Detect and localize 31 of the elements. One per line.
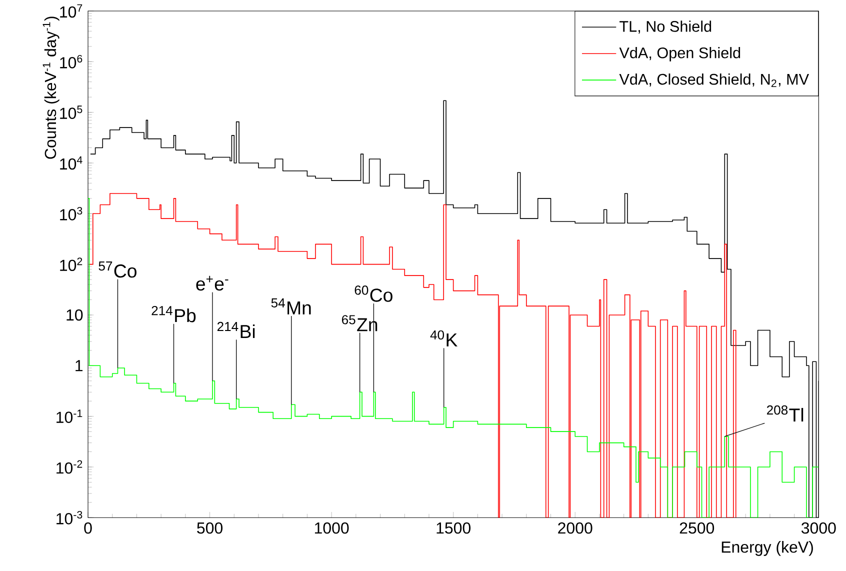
x-tick-label: 500 [197, 522, 223, 534]
legend-label: TL, No Shield [620, 20, 712, 34]
annotation: $^{54}$Mn [271, 298, 311, 314]
y-tick-label: 10$^{5}$ [60, 106, 82, 119]
x-tick-label: 0 [84, 522, 92, 534]
annotation: $^{40}$K [430, 330, 458, 346]
y-tick-label: 10 [66, 309, 83, 321]
x-tick-label: 2500 [680, 522, 714, 534]
x-tick-label: 1000 [314, 522, 349, 534]
y-axis-title: Counts (keV$^{-1}$ day$^{-1}$) [42, 16, 60, 159]
y-tick-label: 10$^{6}$ [60, 54, 82, 68]
annotation: $^{60}$Co [354, 286, 392, 302]
legend-label: VdA, Closed Shield, N$_{2}$, MV [619, 73, 809, 87]
legend-label: VdA, Open Shield [619, 47, 740, 62]
y-tick-label: 10$^{7}$ [60, 4, 82, 18]
y-tick-label: 10$^{-1}$ [56, 410, 82, 423]
annotation: $^{214}$Pb [152, 306, 196, 322]
y-tick-label: 10$^{3}$ [60, 206, 82, 220]
y-tick-label: 10$^{-3}$ [56, 510, 82, 524]
annotation: e$^{+}$e$^{-}$ [196, 276, 228, 291]
annotation: $^{214}$Bi [217, 322, 255, 338]
x-axis-title: Energy (keV) [722, 541, 813, 556]
y-tick-label: 10$^{4}$ [60, 156, 82, 170]
y-tick-label: 10$^{2}$ [60, 258, 82, 272]
annotation: $^{57}$Co [98, 262, 136, 278]
y-tick-label: 1 [76, 360, 83, 372]
annotation: $^{208}$Tl [766, 405, 804, 422]
y-tick-label: 10$^{-2}$ [56, 460, 82, 474]
x-tick-label: 3000 [801, 522, 836, 534]
x-tick-label: 1500 [436, 522, 471, 534]
x-tick-label: 2000 [558, 522, 592, 534]
